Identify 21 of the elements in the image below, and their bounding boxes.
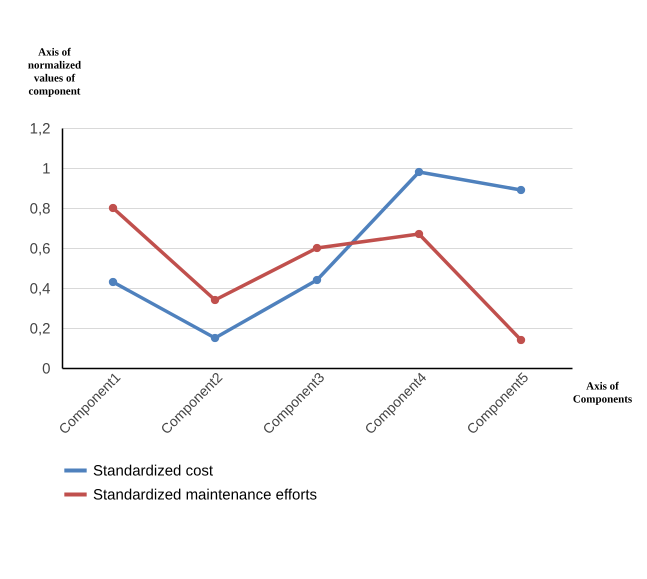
y-tick-label: 0,6 <box>30 240 50 258</box>
point <box>312 276 322 284</box>
x-axis-title: Axis of Components <box>572 380 633 406</box>
y-axis-title: Axis of normalized values of component <box>28 46 82 98</box>
y-tick-label: 0,8 <box>30 200 50 218</box>
legend-label: Standardized cost <box>93 462 214 480</box>
point <box>108 278 118 286</box>
point <box>414 230 424 238</box>
y-tick-label: 0,4 <box>30 280 50 298</box>
y-tick-label: 0 <box>42 360 50 378</box>
point <box>414 168 424 176</box>
y-tick-label: 0,2 <box>30 320 50 338</box>
point <box>312 244 322 252</box>
point <box>516 186 526 194</box>
point <box>210 296 220 304</box>
point <box>108 204 118 212</box>
point <box>210 334 220 342</box>
y-tick-label: 1 <box>42 160 50 178</box>
legend-label: Standardized maintenance efforts <box>93 486 318 504</box>
y-tick-label: 1,2 <box>30 120 50 138</box>
point <box>516 336 526 344</box>
